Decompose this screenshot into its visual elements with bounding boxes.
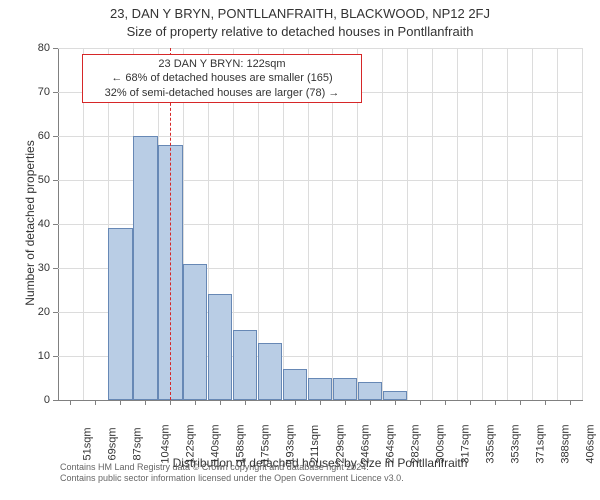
histogram-bar xyxy=(283,369,307,400)
histogram-bar xyxy=(183,264,207,400)
grid-line-vertical xyxy=(432,48,433,400)
x-tick-mark xyxy=(145,400,146,405)
x-tick-mark xyxy=(195,400,196,405)
histogram-bar xyxy=(258,343,282,400)
x-tick-label: 104sqm xyxy=(160,424,172,463)
x-tick-mark xyxy=(345,400,346,405)
x-tick-mark xyxy=(420,400,421,405)
x-tick-label: 246sqm xyxy=(360,424,372,463)
annotation-line: 23 DAN Y BRYN: 122sqm xyxy=(83,57,361,71)
y-tick-mark xyxy=(53,356,58,357)
chart-title-main: 23, DAN Y BRYN, PONTLLANFRAITH, BLACKWOO… xyxy=(0,6,600,21)
x-tick-mark xyxy=(495,400,496,405)
footnote-line-2: Contains public sector information licen… xyxy=(60,473,404,484)
grid-line-vertical xyxy=(382,48,383,400)
y-tick-label: 30 xyxy=(20,262,50,274)
x-tick-mark xyxy=(520,400,521,405)
x-tick-mark xyxy=(120,400,121,405)
histogram-bar xyxy=(358,382,382,400)
y-tick-mark xyxy=(53,268,58,269)
x-tick-label: 211sqm xyxy=(309,425,321,463)
x-tick-label: 371sqm xyxy=(534,424,546,463)
histogram-bar xyxy=(383,391,407,400)
grid-line-vertical xyxy=(582,48,583,400)
x-tick-label: 317sqm xyxy=(459,424,471,463)
x-tick-label: 175sqm xyxy=(260,424,272,463)
annotation-box: 23 DAN Y BRYN: 122sqm← 68% of detached h… xyxy=(82,54,362,103)
x-tick-mark xyxy=(570,400,571,405)
x-tick-label: 229sqm xyxy=(335,424,347,463)
y-tick-label: 60 xyxy=(20,130,50,142)
y-tick-label: 0 xyxy=(20,394,50,406)
annotation-line: 32% of semi-detached houses are larger (… xyxy=(83,86,361,100)
y-tick-label: 20 xyxy=(20,306,50,318)
chart-container: 23, DAN Y BRYN, PONTLLANFRAITH, BLACKWOO… xyxy=(0,0,600,500)
x-tick-label: 300sqm xyxy=(434,424,446,463)
histogram-bar xyxy=(108,228,132,400)
annotation-line: ← 68% of detached houses are smaller (16… xyxy=(83,71,361,85)
y-tick-mark xyxy=(53,48,58,49)
grid-line-vertical xyxy=(482,48,483,400)
y-tick-label: 40 xyxy=(20,218,50,230)
x-tick-mark xyxy=(295,400,296,405)
y-tick-mark xyxy=(53,400,58,401)
x-tick-label: 158sqm xyxy=(235,424,247,463)
y-tick-label: 10 xyxy=(20,350,50,362)
x-tick-mark xyxy=(320,400,321,405)
grid-line-vertical xyxy=(532,48,533,400)
histogram-bar xyxy=(233,330,257,400)
x-tick-label: 140sqm xyxy=(210,424,222,463)
grid-line-vertical xyxy=(557,48,558,400)
x-tick-label: 335sqm xyxy=(484,424,496,463)
x-tick-mark xyxy=(245,400,246,405)
x-tick-label: 282sqm xyxy=(409,424,421,463)
x-tick-mark xyxy=(445,400,446,405)
x-tick-label: 51sqm xyxy=(82,427,94,460)
x-tick-mark xyxy=(95,400,96,405)
y-tick-mark xyxy=(53,136,58,137)
x-tick-label: 122sqm xyxy=(185,424,197,463)
footnote-line-1: Contains HM Land Registry data © Crown c… xyxy=(60,462,404,473)
histogram-bar xyxy=(333,378,357,400)
y-tick-mark xyxy=(53,92,58,93)
x-tick-mark xyxy=(170,400,171,405)
y-tick-label: 80 xyxy=(20,42,50,54)
histogram-bar xyxy=(208,294,232,400)
x-tick-label: 87sqm xyxy=(132,427,144,460)
grid-line-vertical xyxy=(457,48,458,400)
chart-title-sub: Size of property relative to detached ho… xyxy=(0,24,600,39)
grid-line-vertical xyxy=(507,48,508,400)
x-tick-mark xyxy=(270,400,271,405)
x-tick-mark xyxy=(395,400,396,405)
y-tick-label: 50 xyxy=(20,174,50,186)
x-tick-label: 353sqm xyxy=(509,424,521,463)
y-tick-mark xyxy=(53,180,58,181)
y-tick-mark xyxy=(53,312,58,313)
y-tick-mark xyxy=(53,224,58,225)
x-tick-label: 69sqm xyxy=(107,427,119,460)
x-tick-mark xyxy=(470,400,471,405)
histogram-bar xyxy=(308,378,332,400)
x-tick-label: 264sqm xyxy=(384,424,396,463)
x-tick-mark xyxy=(70,400,71,405)
histogram-bar xyxy=(133,136,157,400)
x-tick-mark xyxy=(370,400,371,405)
x-tick-label: 388sqm xyxy=(559,424,571,463)
grid-line-horizontal xyxy=(58,48,582,49)
x-tick-label: 193sqm xyxy=(285,424,297,463)
x-tick-label: 406sqm xyxy=(584,424,596,463)
grid-line-vertical xyxy=(407,48,408,400)
y-tick-label: 70 xyxy=(20,86,50,98)
x-tick-mark xyxy=(545,400,546,405)
x-tick-mark xyxy=(220,400,221,405)
